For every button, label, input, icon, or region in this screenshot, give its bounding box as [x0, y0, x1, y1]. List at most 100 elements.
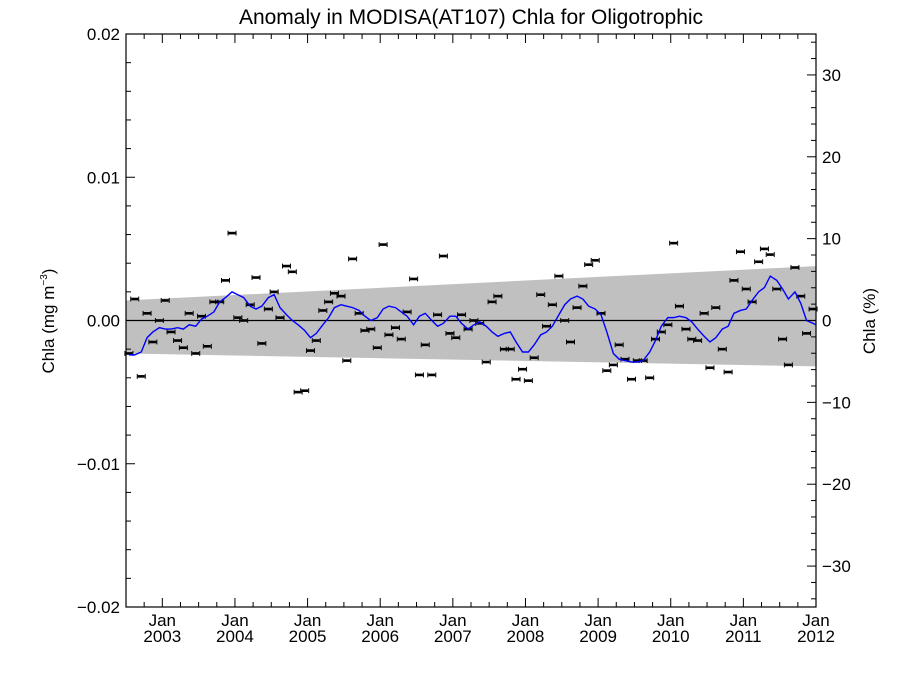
x-tick-month-label: Jan	[366, 611, 393, 630]
anomaly-point	[602, 368, 612, 374]
anomaly-point	[414, 372, 424, 378]
anomaly-point	[269, 289, 279, 295]
anomaly-point	[457, 312, 467, 318]
anomaly-point	[493, 293, 503, 299]
x-tick-year-label: 2009	[579, 627, 617, 646]
anomaly-point	[802, 330, 812, 336]
anomaly-point	[627, 376, 637, 382]
y-axis-left-label-sup: −3	[39, 274, 50, 286]
anomaly-point	[717, 346, 727, 352]
anomaly-point	[251, 275, 261, 280]
smoothed-anomaly-line	[128, 275, 817, 363]
left-tick-label: 0.01	[87, 168, 120, 187]
right-tick-label: 0	[822, 312, 831, 331]
anomaly-point	[366, 326, 376, 332]
x-tick-month-label: Jan	[657, 611, 684, 630]
x-tick-month-label: Jan	[294, 611, 321, 630]
y-axis-left-label-close: )	[39, 269, 58, 275]
anomaly-point	[433, 312, 443, 318]
anomaly-point	[754, 259, 764, 265]
anomaly-point	[221, 277, 231, 283]
x-tick-year-label: 2010	[652, 627, 690, 646]
trend-band-layer	[126, 266, 816, 367]
anomaly-point	[378, 242, 388, 248]
anomaly-point	[148, 339, 158, 345]
anomaly-point	[723, 369, 733, 375]
anomaly-point	[263, 306, 273, 312]
anomaly-point	[566, 339, 576, 345]
anomaly-point	[318, 308, 328, 313]
x-tick-year-label: 2006	[361, 627, 399, 646]
anomaly-point	[438, 253, 448, 259]
anomaly-point	[348, 256, 358, 262]
x-tick-year-label: 2011	[725, 627, 762, 646]
anomaly-point	[184, 310, 194, 316]
x-tick-month-label: Jan	[584, 611, 611, 630]
anomaly-point	[445, 330, 455, 336]
ticks-layer: 0.020.010.00−0.01−0.023020100−10−20−30Ja…	[77, 25, 851, 646]
trend-band	[126, 266, 816, 367]
x-tick-year-label: 2003	[143, 627, 181, 646]
anomaly-point	[257, 340, 267, 346]
anomaly-point	[529, 355, 539, 361]
anomaly-point	[166, 329, 176, 335]
anomaly-point	[578, 283, 588, 289]
anomaly-point	[765, 252, 775, 258]
x-tick-month-label: Jan	[730, 611, 757, 630]
anomaly-point	[747, 299, 757, 305]
anomaly-point	[287, 269, 297, 275]
anomaly-point	[390, 325, 400, 331]
anomaly-point	[136, 373, 146, 379]
anomaly-point	[427, 372, 437, 378]
anomaly-point	[790, 265, 800, 270]
y-axis-right-label: Chla (%)	[860, 288, 879, 354]
anomaly-point	[202, 343, 212, 349]
x-tick-year-label: 2005	[289, 627, 327, 646]
anomaly-point	[305, 348, 315, 354]
right-tick-label: −30	[822, 557, 851, 576]
x-tick-year-label: 2007	[434, 627, 472, 646]
x-tick-year-label: 2004	[216, 627, 254, 646]
x-tick-month-label: Jan	[439, 611, 466, 630]
anomaly-point	[547, 302, 557, 308]
anomaly-point	[245, 302, 255, 308]
x-tick-year-label: 2008	[507, 627, 545, 646]
anomaly-point	[275, 315, 285, 321]
anomaly-point	[711, 305, 721, 311]
anomaly-point	[409, 276, 419, 282]
anomaly-point	[560, 318, 570, 323]
anomaly-point	[699, 310, 709, 316]
anomaly-point	[608, 362, 618, 368]
anomaly-point	[227, 230, 237, 236]
x-tick-month-label: Jan	[512, 611, 539, 630]
anomaly-point	[669, 240, 679, 246]
anomaly-point	[693, 338, 703, 343]
anomaly-point	[451, 335, 461, 341]
anomaly-point	[536, 292, 546, 298]
x-tick-month-label: Jan	[221, 611, 248, 630]
y-axis-left-label-main: Chla (mg m	[39, 286, 58, 374]
y-axis-left-label: Chla (mg m−3)	[39, 269, 58, 374]
anomaly-point	[735, 249, 745, 255]
anomaly-point	[614, 342, 624, 348]
right-tick-label: −20	[822, 475, 851, 494]
anomaly-point	[741, 286, 751, 292]
anomaly-point	[705, 365, 715, 371]
anomaly-point	[239, 318, 249, 323]
left-tick-label: 0.02	[87, 25, 120, 44]
anomaly-point	[282, 263, 292, 269]
anomaly-point	[336, 293, 346, 299]
x-tick-year-label: 2012	[797, 627, 835, 646]
anomaly-point	[518, 366, 528, 372]
chart-title: Anomaly in MODISA(AT107) Chla for Oligot…	[239, 6, 703, 29]
anomaly-point	[505, 346, 515, 352]
right-tick-label: 30	[822, 66, 841, 85]
anomaly-point	[130, 296, 140, 302]
right-tick-label: 10	[822, 230, 841, 249]
anomaly-point	[420, 342, 430, 348]
anomaly-point	[487, 299, 497, 305]
anomaly-point	[681, 326, 691, 332]
anomaly-point	[572, 305, 582, 311]
